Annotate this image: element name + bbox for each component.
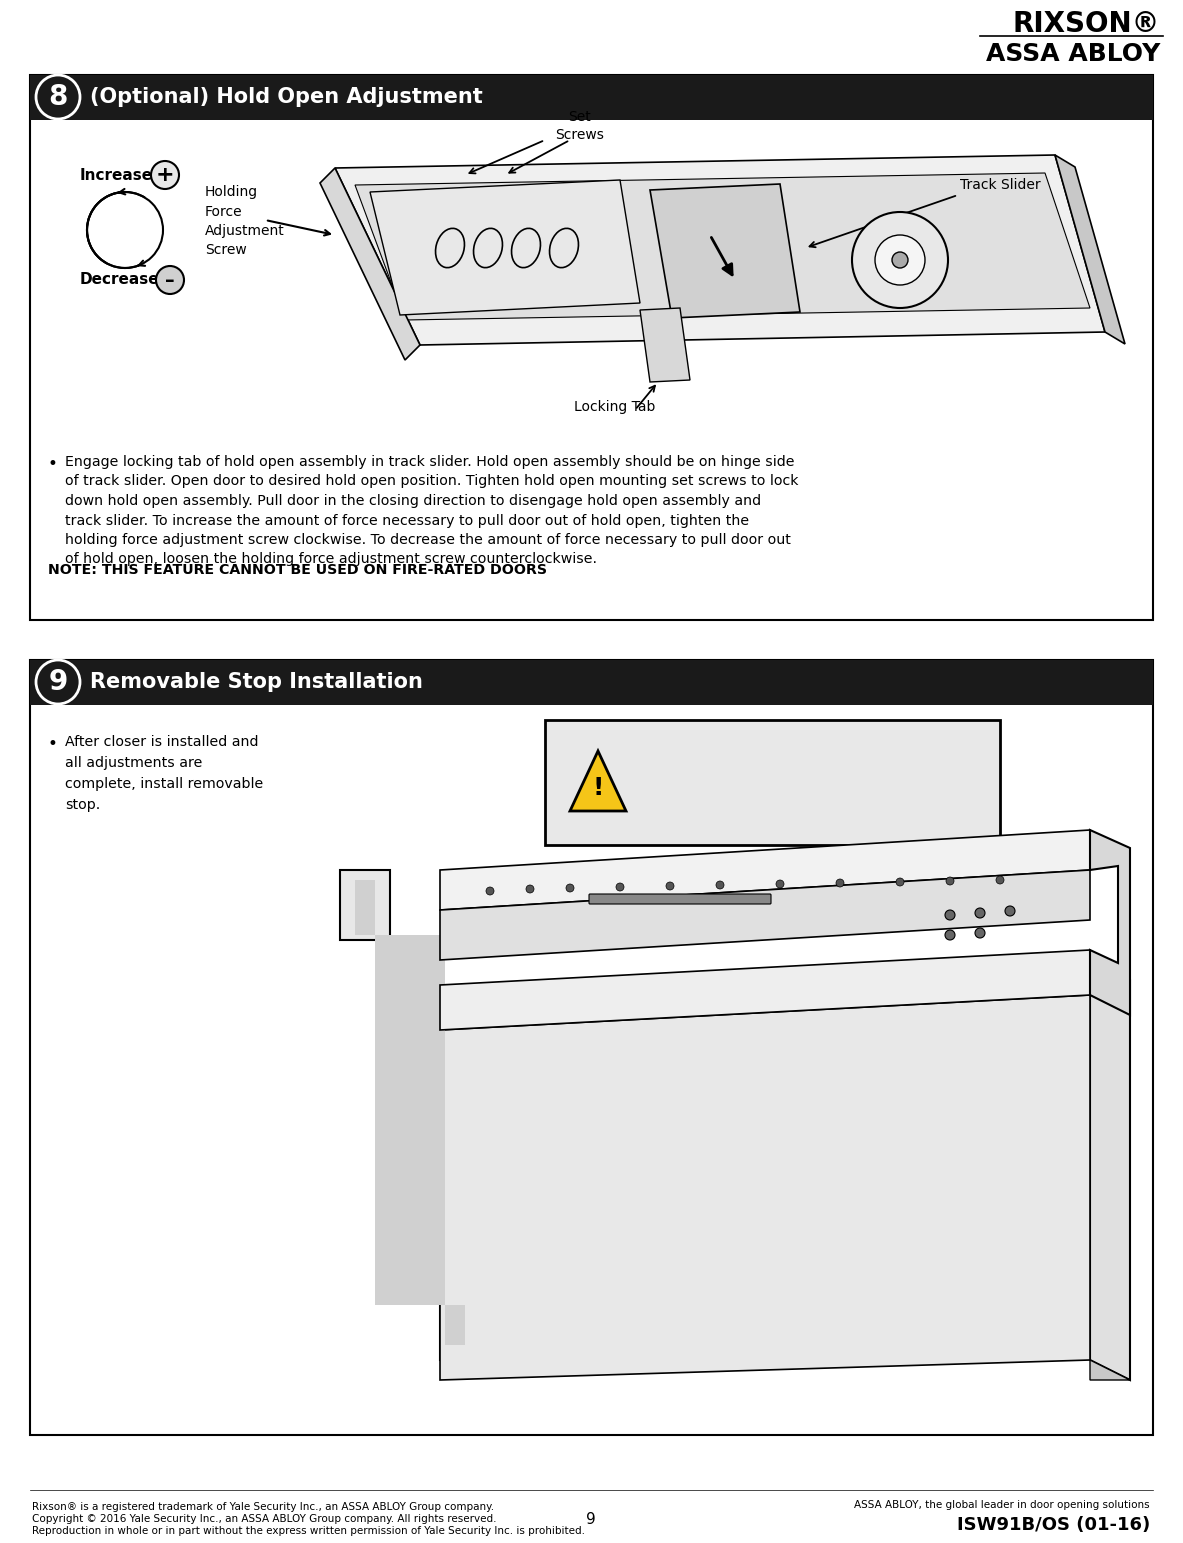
Bar xyxy=(30,660,1153,1435)
Text: 9: 9 xyxy=(49,668,67,696)
Text: RIXSON®: RIXSON® xyxy=(1013,9,1161,39)
Text: Copyright © 2016 Yale Security Inc., an ASSA ABLOY Group company. All rights res: Copyright © 2016 Yale Security Inc., an … xyxy=(32,1514,497,1524)
Polygon shape xyxy=(340,870,480,1359)
Bar xyxy=(545,721,1000,846)
Circle shape xyxy=(151,160,179,188)
Circle shape xyxy=(666,883,674,890)
Text: 9: 9 xyxy=(586,1512,596,1528)
Polygon shape xyxy=(355,173,1090,319)
Circle shape xyxy=(996,876,1004,884)
Polygon shape xyxy=(649,184,800,318)
Circle shape xyxy=(896,878,904,886)
Polygon shape xyxy=(440,995,1090,1379)
Text: Holding
Force
Adjustment
Screw: Holding Force Adjustment Screw xyxy=(205,185,285,258)
Text: Decrease: Decrease xyxy=(80,273,160,287)
Text: ASSA ABLOY: ASSA ABLOY xyxy=(985,42,1161,66)
Text: Reproduction in whole or in part without the express written permission of Yale : Reproduction in whole or in part without… xyxy=(32,1526,586,1535)
Text: Set
Screws: Set Screws xyxy=(556,110,605,142)
Circle shape xyxy=(716,881,724,889)
Circle shape xyxy=(35,76,80,119)
Polygon shape xyxy=(440,950,1090,1031)
Text: 8: 8 xyxy=(49,83,67,111)
Circle shape xyxy=(486,887,494,895)
Polygon shape xyxy=(1055,154,1125,344)
Circle shape xyxy=(616,883,623,890)
Text: ASSA ABLOY, the global leader in door opening solutions: ASSA ABLOY, the global leader in door op… xyxy=(854,1500,1150,1511)
Bar xyxy=(30,660,1153,705)
Circle shape xyxy=(565,884,574,892)
Circle shape xyxy=(1006,906,1015,917)
Text: !: ! xyxy=(593,776,603,799)
Circle shape xyxy=(945,930,955,940)
Text: Increase: Increase xyxy=(80,168,153,182)
Polygon shape xyxy=(570,751,626,812)
Circle shape xyxy=(836,880,843,887)
Text: +: + xyxy=(156,165,174,185)
Text: No holes should be
drilled in the closer
mounting plate.: No holes should be drilled in the closer… xyxy=(625,753,772,812)
Text: •: • xyxy=(49,455,58,474)
Circle shape xyxy=(35,660,80,704)
Circle shape xyxy=(156,265,185,295)
Bar xyxy=(30,76,1153,620)
FancyBboxPatch shape xyxy=(589,893,771,904)
Text: Locking Tab: Locking Tab xyxy=(574,400,655,414)
Text: (Optional) Hold Open Adjustment: (Optional) Hold Open Adjustment xyxy=(90,86,483,106)
Circle shape xyxy=(945,910,955,920)
Polygon shape xyxy=(370,181,640,315)
Text: ISW91B/OS (01-16): ISW91B/OS (01-16) xyxy=(957,1517,1150,1534)
Polygon shape xyxy=(1090,830,1130,1015)
Polygon shape xyxy=(355,880,465,1345)
Text: Rixson® is a registered trademark of Yale Security Inc., an ASSA ABLOY Group com: Rixson® is a registered trademark of Yal… xyxy=(32,1501,494,1512)
Circle shape xyxy=(975,907,985,918)
Circle shape xyxy=(852,211,948,309)
Circle shape xyxy=(526,886,534,893)
Text: •: • xyxy=(49,734,58,753)
Text: After closer is installed and
all adjustments are
complete, install removable
st: After closer is installed and all adjust… xyxy=(65,734,264,813)
Polygon shape xyxy=(640,309,690,383)
Circle shape xyxy=(892,252,909,268)
Polygon shape xyxy=(1090,1359,1130,1379)
Polygon shape xyxy=(1090,960,1130,1379)
Polygon shape xyxy=(440,870,1090,960)
Circle shape xyxy=(975,927,985,938)
Text: Removable Stop Installation: Removable Stop Installation xyxy=(90,673,422,691)
Bar xyxy=(30,76,1153,120)
Text: NOTE: THIS FEATURE CANNOT BE USED ON FIRE-RATED DOORS: NOTE: THIS FEATURE CANNOT BE USED ON FIR… xyxy=(49,563,547,577)
Polygon shape xyxy=(335,154,1105,346)
Polygon shape xyxy=(319,168,420,360)
Polygon shape xyxy=(440,830,1090,910)
Text: Track Slider: Track Slider xyxy=(959,177,1041,191)
Circle shape xyxy=(875,235,925,285)
Circle shape xyxy=(946,876,953,886)
Circle shape xyxy=(776,880,784,889)
Text: Engage locking tab of hold open assembly in track slider. Hold open assembly sho: Engage locking tab of hold open assembly… xyxy=(65,455,799,566)
Text: –: – xyxy=(166,270,175,290)
